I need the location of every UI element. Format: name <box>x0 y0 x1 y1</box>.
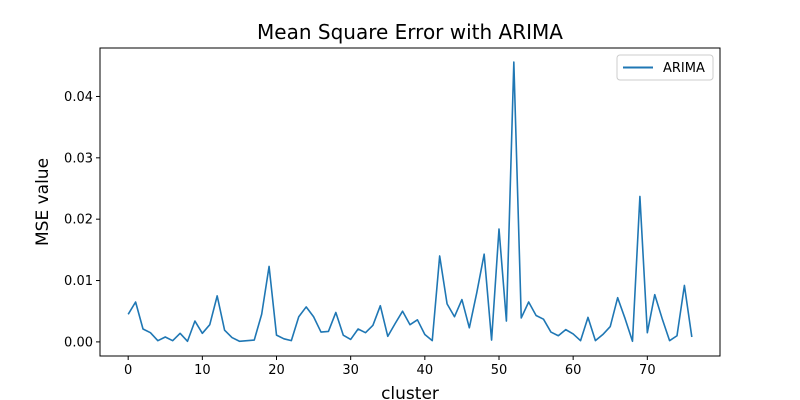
y-axis-label: MSE value <box>33 158 53 246</box>
y-axis: 0.00 0.01 0.02 0.03 0.04 <box>64 90 100 350</box>
y-tick-label: 0.02 <box>64 213 93 228</box>
y-tick-label: 0.01 <box>64 274 93 289</box>
legend-box <box>616 54 714 81</box>
chart-title: Mean Square Error with ARIMA <box>257 20 563 44</box>
y-tick-label: 0.03 <box>64 151 93 166</box>
x-tick-label: 40 <box>417 363 434 378</box>
x-tick-label: 0 <box>124 363 132 378</box>
legend: ARIMA <box>616 54 714 81</box>
x-axis: 0 10 20 30 40 50 60 70 <box>124 356 656 378</box>
x-tick-label: 30 <box>342 363 359 378</box>
plot-area-frame <box>99 47 721 357</box>
series-layer <box>127 61 693 343</box>
y-tick-label: 0.04 <box>64 90 93 105</box>
y-tick-label: 0.00 <box>64 335 93 350</box>
x-tick-label: 60 <box>565 363 582 378</box>
x-tick-label: 20 <box>268 363 285 378</box>
x-tick-label: 50 <box>491 363 508 378</box>
x-tick-label: 10 <box>194 363 211 378</box>
x-tick-label: 70 <box>639 363 656 378</box>
x-axis-label: cluster <box>381 384 439 400</box>
series-line-arima <box>127 61 693 343</box>
legend-series-label: ARIMA <box>663 61 705 76</box>
